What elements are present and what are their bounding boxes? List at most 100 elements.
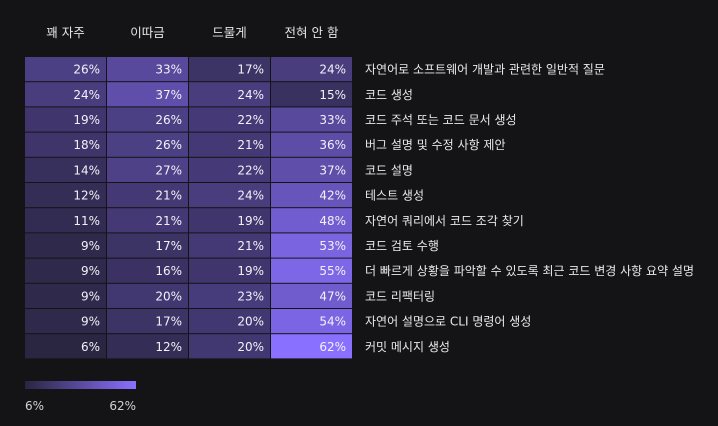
cell-value-label: 14%	[73, 163, 100, 177]
column-header: 꽤 자주	[46, 25, 84, 40]
cell-value-label: 21%	[237, 138, 264, 152]
cell-value-label: 18%	[73, 138, 100, 152]
cell-value-label: 16%	[155, 264, 182, 278]
cell-value-label: 47%	[319, 289, 346, 303]
row-label: 테스트 생성	[365, 189, 424, 203]
row-label: 코드 주석 또는 코드 문서 생성	[365, 113, 517, 127]
heatmap-cell	[271, 258, 352, 283]
heatmap-cell	[271, 334, 352, 359]
cell-value-label: 24%	[237, 189, 264, 203]
heatmap-cell	[189, 132, 270, 157]
cell-value-label: 9%	[81, 264, 100, 278]
heatmap-cell	[189, 283, 270, 308]
heatmap-cell	[25, 57, 106, 82]
cell-value-label: 23%	[237, 289, 264, 303]
cell-value-label: 9%	[81, 315, 100, 329]
heatmap-cell	[271, 57, 352, 82]
heatmap-cell	[25, 183, 106, 208]
cell-value-label: 19%	[73, 113, 100, 127]
heatmap-cell	[107, 283, 188, 308]
cell-value-label: 6%	[81, 340, 100, 354]
heatmap-cell	[25, 107, 106, 132]
row-label: 자연어 설명으로 CLI 명령어 생성	[365, 315, 531, 329]
heatmap-cell	[271, 157, 352, 182]
row-label: 더 빠르게 상황을 파악할 수 있도록 최근 코드 변경 사항 요약 설명	[365, 263, 694, 278]
heatmap-cell	[107, 334, 188, 359]
row-label: 커밋 메시지 생성	[365, 340, 450, 354]
row-label: 코드 리팩터링	[365, 289, 435, 303]
heatmap-cell	[107, 208, 188, 233]
heatmap-cell	[25, 132, 106, 157]
heatmap-cell	[25, 208, 106, 233]
heatmap-cell	[189, 208, 270, 233]
heatmap-cell	[25, 334, 106, 359]
cell-value-label: 12%	[155, 340, 182, 354]
row-label: 자연어 쿼리에서 코드 조각 찾기	[365, 214, 524, 228]
cell-value-label: 36%	[319, 138, 346, 152]
column-header: 전혀 안 함	[285, 25, 339, 40]
cell-value-label: 12%	[73, 189, 100, 203]
cell-value-label: 9%	[81, 289, 100, 303]
heatmap-cell	[271, 132, 352, 157]
heatmap-cell	[25, 309, 106, 334]
cell-value-label: 26%	[155, 113, 182, 127]
cell-value-label: 24%	[319, 63, 346, 77]
column-headers: 꽤 자주 이따금 드물게 전혀 안 함	[46, 25, 339, 40]
cell-value-label: 21%	[155, 214, 182, 228]
column-header: 이따금	[130, 25, 165, 40]
heatmap-cell	[25, 233, 106, 258]
heatmap-cell	[271, 82, 352, 107]
heatmap-cell	[107, 309, 188, 334]
cell-value-label: 37%	[155, 88, 182, 102]
heatmap-cell	[189, 82, 270, 107]
cell-value-label: 17%	[155, 315, 182, 329]
heatmap-cell	[189, 57, 270, 82]
cell-value-label: 11%	[73, 214, 100, 228]
heatmap-cell	[271, 183, 352, 208]
heatmap-cell	[189, 107, 270, 132]
heatmap-cell	[107, 132, 188, 157]
heatmap-cells: 26% 33% 17% 24% 24% 37% 24% 15% 19% 26% 22% 33% 18% 2…	[25, 57, 352, 359]
legend-max-label: 62%	[109, 399, 136, 413]
cell-value-label: 53%	[319, 239, 346, 253]
column-header: 드물게	[212, 25, 247, 40]
cell-value-label: 21%	[237, 239, 264, 253]
heatmap-cell	[189, 183, 270, 208]
cell-value-label: 33%	[319, 113, 346, 127]
cell-value-label: 24%	[73, 88, 100, 102]
cell-value-label: 17%	[237, 63, 264, 77]
heatmap-cell	[271, 283, 352, 308]
cell-value-label: 26%	[73, 63, 100, 77]
heatmap-cell	[107, 258, 188, 283]
cell-value-label: 33%	[155, 63, 182, 77]
heatmap-cell	[107, 82, 188, 107]
cell-value-label: 20%	[237, 315, 264, 329]
cell-value-label: 20%	[155, 289, 182, 303]
color-legend: 6% 62%	[25, 381, 136, 413]
cell-value-label: 21%	[155, 189, 182, 203]
row-label: 코드 생성	[365, 88, 413, 102]
heatmap-cell	[271, 309, 352, 334]
cell-value-label: 22%	[237, 163, 264, 177]
heatmap-cell	[25, 157, 106, 182]
heatmap-cell	[189, 233, 270, 258]
heatmap-cell	[189, 334, 270, 359]
cell-value-label: 15%	[319, 88, 346, 102]
heatmap-cell	[189, 309, 270, 334]
cell-value-label: 37%	[319, 163, 346, 177]
heatmap-cell	[271, 107, 352, 132]
row-label: 버그 설명 및 수정 사항 제안	[365, 138, 506, 152]
heatmap-cell	[107, 107, 188, 132]
heatmap-cell	[271, 208, 352, 233]
cell-value-label: 54%	[319, 315, 346, 329]
heatmap-cell	[107, 233, 188, 258]
heatmap-cell	[189, 258, 270, 283]
legend-min-label: 6%	[25, 399, 44, 413]
cell-value-label: 9%	[81, 239, 100, 253]
legend-gradient-bar	[25, 381, 136, 389]
heatmap-cell	[25, 258, 106, 283]
cell-value-label: 17%	[155, 239, 182, 253]
cell-value-label: 42%	[319, 189, 346, 203]
row-label: 자연어로 소프트웨어 개발과 관련한 일반적 질문	[365, 63, 605, 77]
